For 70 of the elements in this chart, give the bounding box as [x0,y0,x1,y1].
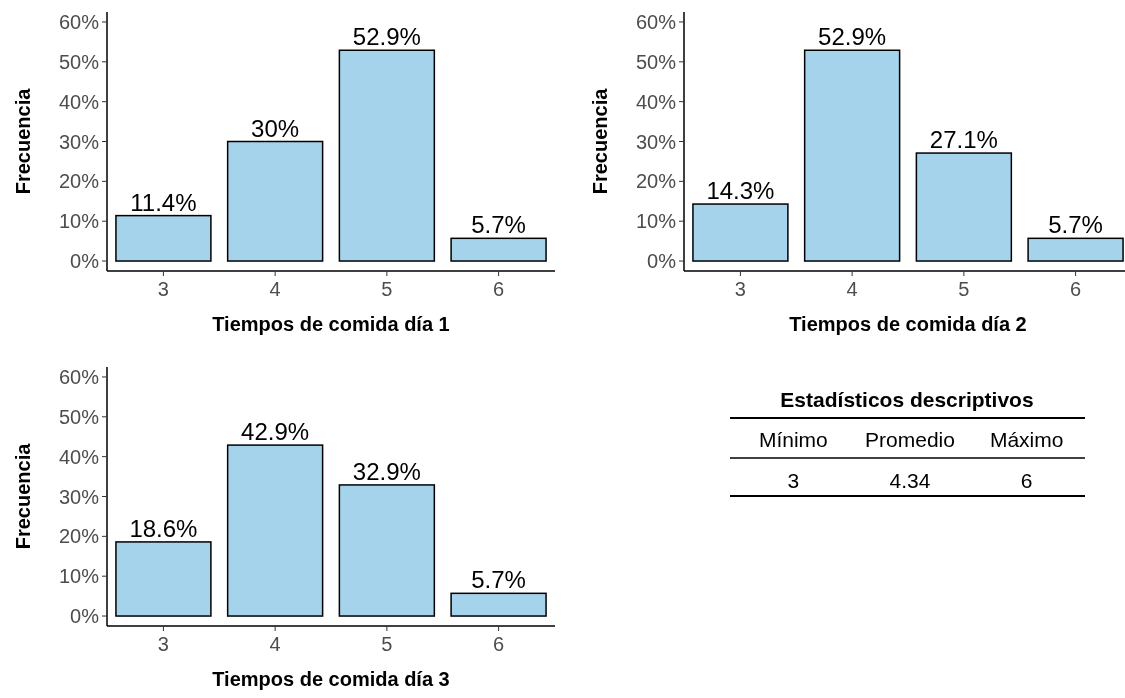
bar [115,541,212,617]
data-label: 30% [251,114,300,142]
y-tick-label: 50% [635,50,677,73]
x-tick-label: 3 [157,278,169,300]
y-tick-label: 10% [58,565,100,588]
data-label: 5.7% [471,566,526,594]
x-tick-label: 4 [846,278,858,300]
category-label: Promedio [865,428,955,451]
y-tick-label: 60% [635,10,677,33]
bar [450,237,547,262]
x-tick-label: 3 [734,278,746,300]
y-tick-label: 50% [58,405,100,428]
data-label: 5.7% [471,211,526,239]
x-tick-label: 6 [493,278,505,300]
y-tick-label: 20% [58,525,100,548]
bar [338,484,436,617]
y-axis-title: Frecuencia [12,442,34,550]
y-tick-label: 40% [58,445,100,468]
y-tick-label: 60% [58,10,100,33]
bar [915,152,1013,262]
y-tick-label: 40% [58,90,100,113]
y-tick-label: 30% [58,130,100,153]
x-tick-label: 5 [381,633,393,655]
y-tick-label: 10% [58,210,100,233]
y-tick-label: 30% [635,130,677,153]
y-tick-label: 40% [635,90,677,113]
bar [226,140,324,262]
category-label: Máximo [989,428,1064,451]
data-label: 18.6% [129,514,198,542]
y-tick-label: 60% [58,365,100,388]
x-tick-label: 6 [493,633,505,655]
y-tick-label: 20% [635,170,677,193]
y-tick-label: 10% [635,210,677,233]
data-label: 11.4% [130,188,197,216]
data-label: 52.9% [352,23,421,51]
data-label: 5.7% [1048,211,1103,239]
bar [803,49,901,262]
bar [450,592,547,617]
bar [338,49,436,262]
bar [226,444,324,617]
x-tick-label: 5 [381,278,393,300]
x-tick-label: 5 [958,278,970,300]
x-tick-label: 3 [157,633,169,655]
y-tick-label: 0% [70,605,100,628]
y-axis-title: Frecuencia [12,87,34,195]
y-tick-label: 30% [58,485,100,508]
x-axis-title: Tiempos de comida día 3 [212,668,450,690]
x-axis-title: Tiempos de comida día 2 [789,313,1027,335]
y-tick-label: 0% [647,250,677,273]
data-label: 52.9% [818,23,887,51]
data-label: 14.3% [706,177,775,205]
data-label: 6 [1020,469,1033,492]
data-label: 42.9% [241,418,310,446]
y-tick-label: 50% [58,50,100,73]
y-tick-label: 0% [70,250,100,273]
x-tick-label: 4 [269,278,281,300]
bar [1027,237,1124,262]
data-label: 32.9% [352,457,421,485]
y-axis-title: Frecuencia [589,87,611,195]
bar [115,214,212,262]
x-tick-label: 4 [269,633,281,655]
x-axis-title: Tiempos de comida día 1 [212,313,450,335]
bar [692,203,789,262]
y-tick-label: 20% [58,170,100,193]
data-label: 27.1% [929,126,998,154]
x-tick-label: 6 [1070,278,1082,300]
text: Estadísticos descriptivos [780,388,1034,411]
data-label: 3 [787,469,800,492]
category-label: Mínimo [758,428,828,451]
data-label: 4.34 [889,469,931,492]
